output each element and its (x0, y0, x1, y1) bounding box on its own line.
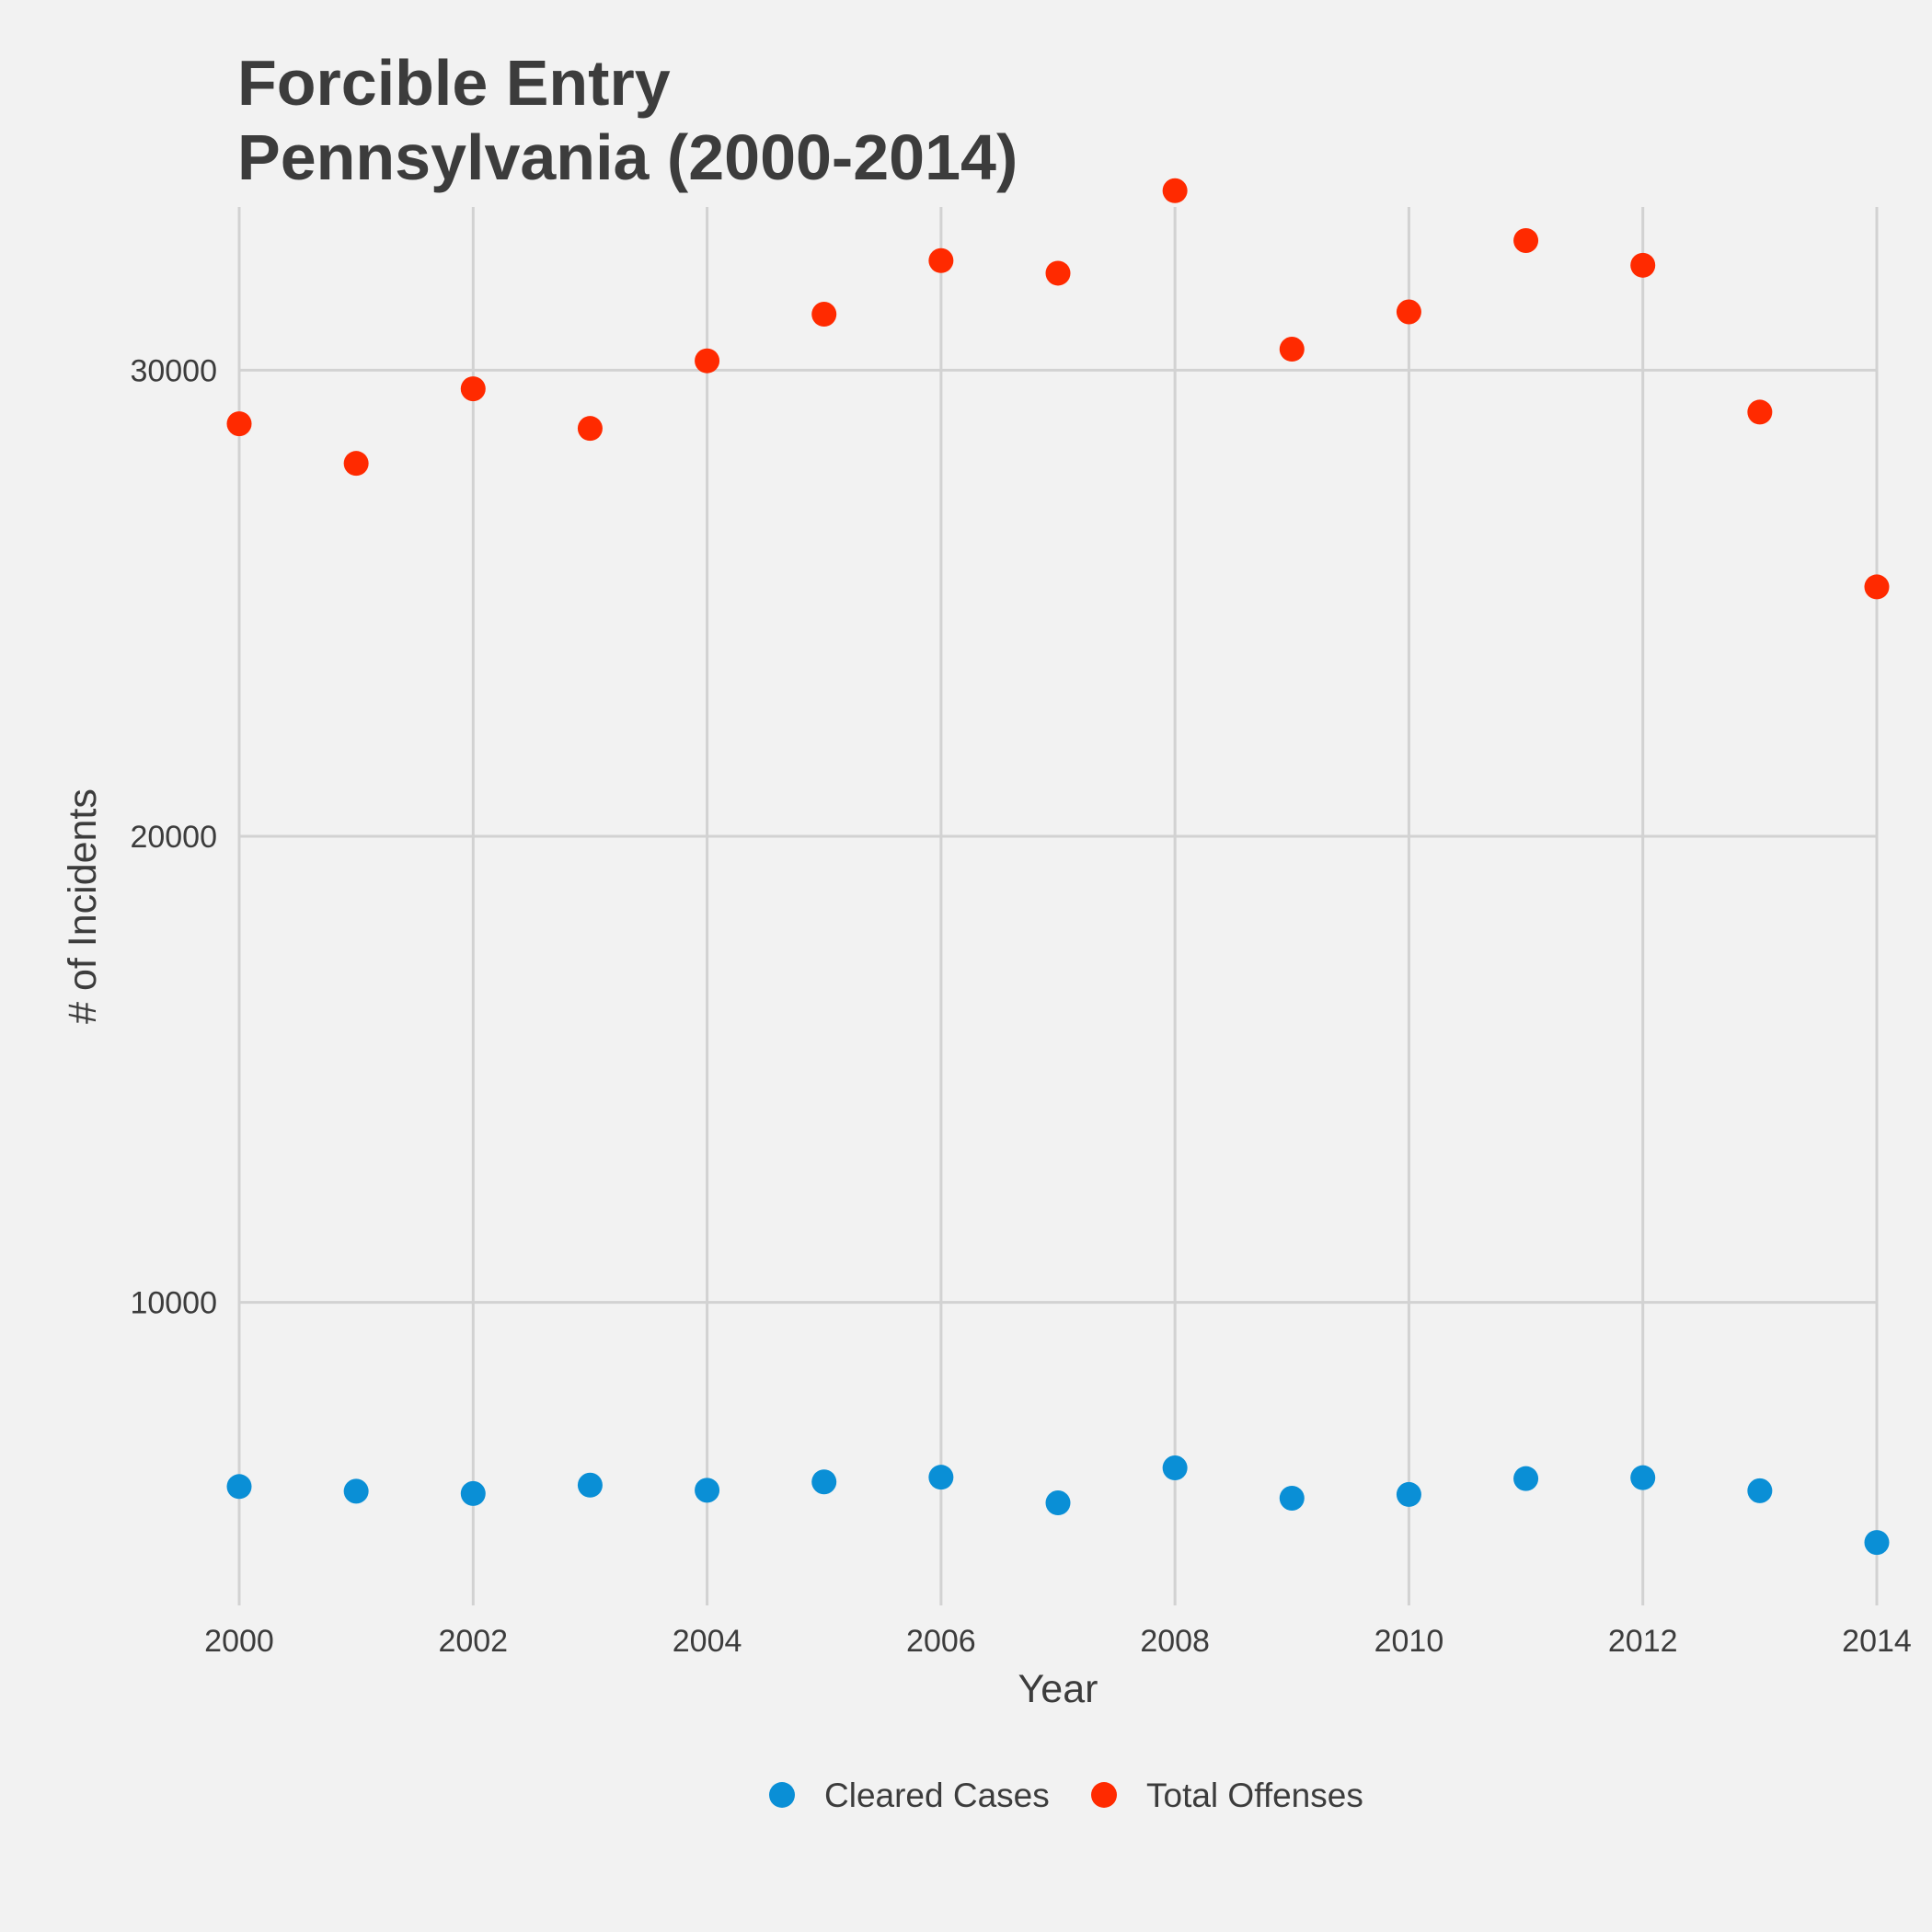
data-points (226, 178, 1890, 1556)
data-point (1162, 178, 1188, 203)
data-point (343, 1478, 369, 1504)
data-point (1396, 299, 1421, 325)
data-point (695, 1478, 720, 1503)
data-point (1747, 399, 1773, 425)
chart-title-line-2: Pennsylvania (2000-2014) (237, 121, 1018, 193)
legend: Cleared Cases Total Offenses (769, 1777, 1363, 1814)
data-point (343, 451, 369, 477)
x-axis-tick-labels: 2000 2002 2004 2006 2008 2010 2012 2014 (204, 1624, 1912, 1659)
series-total-offenses (226, 178, 1890, 600)
data-point (460, 376, 486, 402)
data-point (1513, 227, 1539, 253)
y-axis-tick-labels: 10000 20000 30000 (130, 353, 217, 1320)
data-point (1045, 1490, 1071, 1516)
x-tick-label: 2006 (906, 1624, 976, 1659)
data-point (1279, 337, 1305, 362)
legend-key (1091, 1782, 1117, 1808)
data-point (460, 1480, 486, 1506)
data-point (811, 1469, 837, 1495)
data-point (577, 416, 603, 442)
legend-key (769, 1782, 795, 1808)
data-point (1396, 1481, 1421, 1507)
x-tick-label: 2008 (1140, 1624, 1210, 1659)
data-point (1630, 252, 1656, 278)
data-point (577, 1472, 603, 1498)
x-tick-label: 2012 (1608, 1624, 1678, 1659)
data-point (928, 247, 954, 273)
gridlines (237, 207, 1879, 1605)
data-point (1630, 1465, 1656, 1490)
chart-title: Forcible Entry Pennsylvania (2000-2014) (237, 47, 1018, 193)
y-tick-label: 10000 (130, 1286, 217, 1321)
x-tick-label: 2010 (1374, 1624, 1444, 1659)
data-point (1864, 1530, 1890, 1556)
y-tick-label: 20000 (130, 820, 217, 855)
x-tick-label: 2004 (673, 1624, 742, 1659)
data-point (226, 411, 252, 437)
data-point (695, 348, 720, 374)
chart-title-line-1: Forcible Entry (237, 47, 671, 119)
y-tick-label: 30000 (130, 353, 217, 388)
data-point (1864, 574, 1890, 600)
data-point (226, 1474, 252, 1500)
legend-label: Total Offenses (1146, 1777, 1363, 1814)
y-axis-title: # of Incidents (61, 788, 105, 1024)
legend-label: Cleared Cases (824, 1777, 1050, 1814)
x-tick-label: 2014 (1842, 1624, 1912, 1659)
x-tick-label: 2000 (204, 1624, 274, 1659)
data-point (1513, 1466, 1539, 1491)
data-point (1747, 1478, 1773, 1503)
data-point (1162, 1455, 1188, 1481)
series-cleared-cases (226, 1455, 1890, 1556)
data-point (1279, 1485, 1305, 1511)
data-point (928, 1465, 954, 1490)
x-axis-title: Year (1018, 1667, 1098, 1711)
data-point (1045, 260, 1071, 286)
x-tick-label: 2002 (438, 1624, 508, 1659)
data-point (811, 302, 837, 328)
